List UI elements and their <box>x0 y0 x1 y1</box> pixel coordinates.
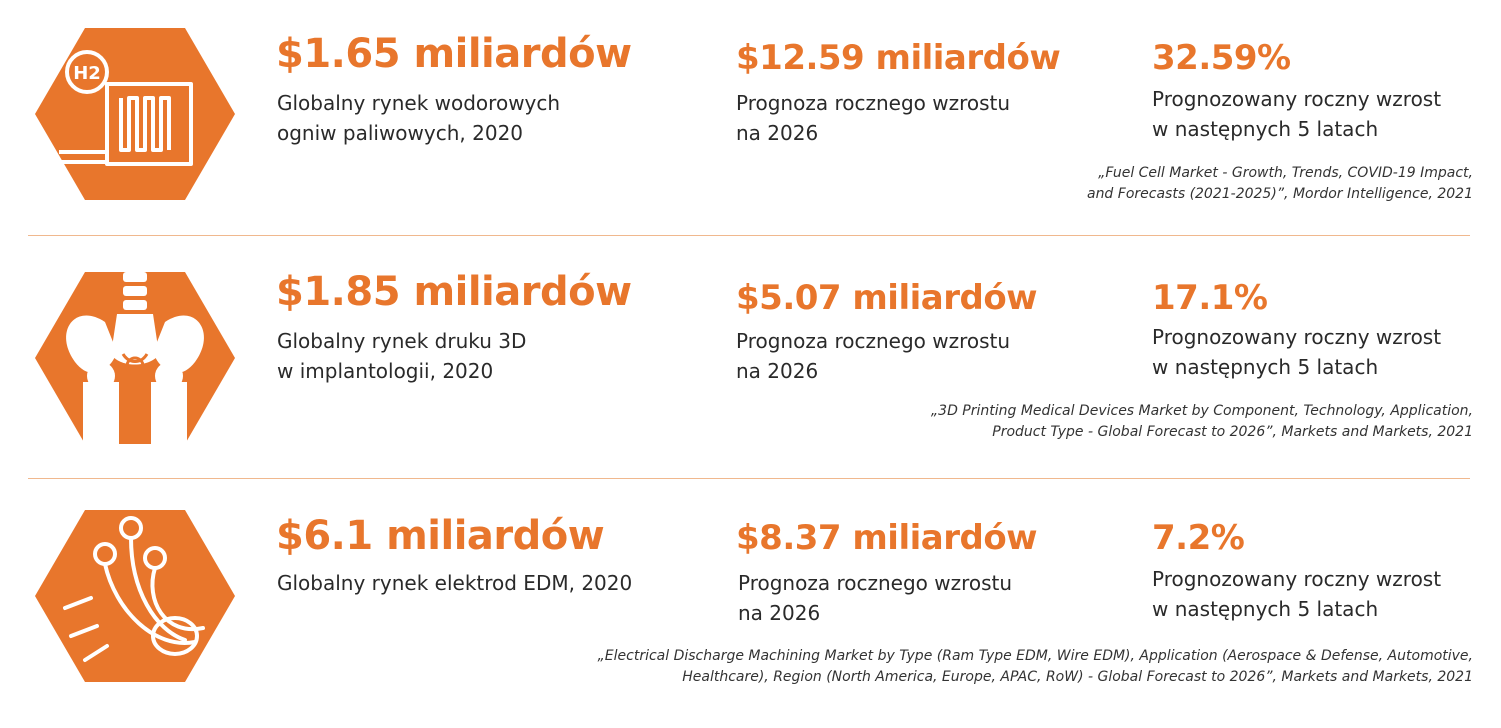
stat-row-edm-electrodes: $6.1 miliardów Globalny rynek elektrod E… <box>0 488 1501 728</box>
stat2-description: Prognoza rocznego wzrostu na 2026 <box>738 571 1013 625</box>
hip-implant-icon <box>35 272 235 444</box>
stat-row-fuel-cells: H2 $1.65 miliardów Globalny rynek wodoro… <box>0 0 1501 240</box>
stat-row-3d-printing: $1.85 miliardów Globalny rynek druku 3D … <box>0 244 1501 484</box>
divider <box>28 478 1470 479</box>
hydrogen-fuel-cell-icon: H2 <box>35 28 235 200</box>
stat1-value: $1.65 miliardów <box>276 31 632 77</box>
stat3-description: Prognozowany roczny wzrost w następnych … <box>1152 87 1442 141</box>
h2-label: H2 <box>73 63 101 84</box>
stat2-description: Prognoza rocznego wzrostu na 2026 <box>736 329 1011 383</box>
divider <box>28 235 1470 236</box>
stat1-description: Globalny rynek druku 3D w implantologii,… <box>277 329 527 383</box>
stat3-value: 17.1% <box>1152 278 1268 318</box>
source-citation: „3D Printing Medical Devices Market by C… <box>930 403 1473 440</box>
stat3-value: 7.2% <box>1152 518 1245 558</box>
stat2-value: $12.59 miliardów <box>736 38 1061 78</box>
stat1-description: Globalny rynek elektrod EDM, 2020 <box>277 571 633 595</box>
edm-electrodes-icon <box>35 510 235 682</box>
stat3-description: Prognozowany roczny wzrost w następnych … <box>1152 325 1442 379</box>
stat1-description: Globalny rynek wodorowych ogniw paliwowy… <box>277 91 561 145</box>
stat3-value: 32.59% <box>1152 38 1291 78</box>
stat3-description: Prognozowany roczny wzrost w następnych … <box>1152 567 1442 621</box>
source-citation: „Fuel Cell Market - Growth, Trends, COVI… <box>1086 165 1473 202</box>
stat2-value: $5.07 miliardów <box>736 278 1038 318</box>
stat2-description: Prognoza rocznego wzrostu na 2026 <box>736 91 1011 145</box>
stat2-value: $8.37 miliardów <box>736 518 1038 558</box>
stat1-value: $6.1 miliardów <box>276 513 605 559</box>
source-citation: „Electrical Discharge Machining Market b… <box>597 648 1473 685</box>
stat1-value: $1.85 miliardów <box>276 269 632 315</box>
